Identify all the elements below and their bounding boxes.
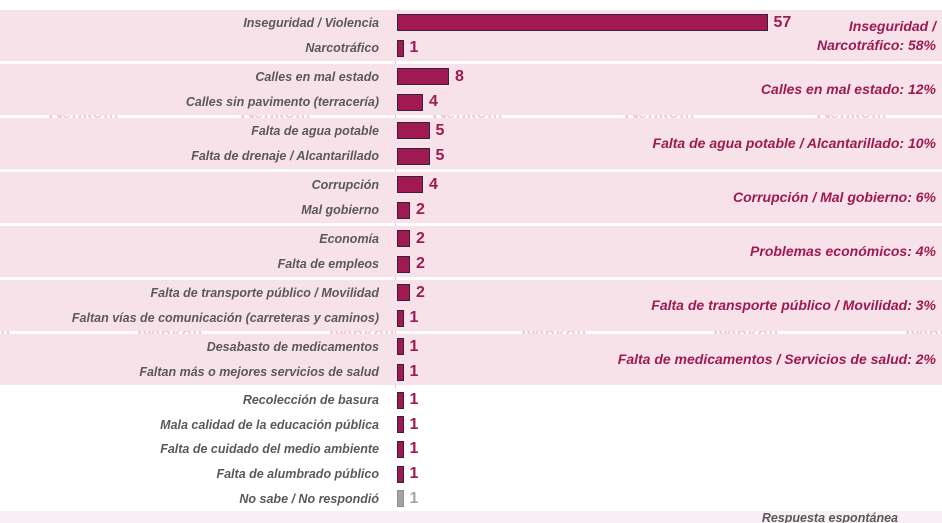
bar-row: Economía 2 — [0, 226, 942, 252]
bar — [397, 416, 404, 434]
category-label: Calles sin pavimento (terracería) — [185, 95, 379, 110]
bar-group-6: Desabasto de medicamentos 1 Faltan más o m… — [0, 334, 942, 385]
bar-row: Mala calidad de la educación pública 1 — [0, 413, 942, 438]
bar — [397, 338, 404, 356]
bar-row: Narcotráfico 1 — [0, 36, 942, 62]
bar — [397, 284, 410, 302]
bar-group-4: Economía 2 Falta de empleos 2 Problemas econ… — [0, 226, 942, 277]
bar — [397, 39, 404, 57]
bar-row: Recolección de basura 1 — [0, 388, 942, 413]
bar — [397, 391, 404, 409]
category-label: Calles en mal estado — [255, 69, 379, 84]
category-label: Faltan más o mejores servicios de salud — [139, 365, 379, 380]
value-label: 2 — [416, 255, 425, 273]
category-label: No sabe / No respondió — [239, 491, 379, 506]
bar — [397, 93, 423, 111]
value-label: 5 — [435, 147, 445, 165]
value-label: 4 — [429, 175, 438, 193]
footnote: Respuesta espontánea — [761, 511, 898, 523]
bar — [397, 309, 404, 327]
value-label: 2 — [416, 201, 425, 219]
group-annotation: Falta de medicamentos / Servicios de sal… — [617, 351, 936, 368]
bar — [397, 147, 430, 165]
bar-row: Falta de drenaje / Alcantarillado 5 — [0, 144, 942, 170]
category-label: Falta de transporte público / Movilidad — [150, 285, 380, 300]
value-label: 1 — [409, 337, 419, 355]
value-label: 2 — [416, 229, 425, 247]
bar-row: Falta de alumbrado público 1 — [0, 462, 942, 487]
value-label: 1 — [409, 489, 419, 507]
value-label: 1 — [409, 415, 419, 433]
bar-row: Faltan más o mejores servicios de salud 1 — [0, 360, 942, 386]
value-label: 2 — [416, 283, 425, 301]
category-label: Inseguridad / Violencia — [243, 15, 379, 30]
group-annotation: Falta de transporte público / Movilidad:… — [651, 297, 936, 314]
group-annotation: Falta de agua potable / Alcantarillado: … — [652, 135, 936, 152]
bar-group-3: Corrupción 4 Mal gobierno 2 Corrupción / Mal… — [0, 172, 942, 223]
value-label: 1 — [409, 440, 419, 458]
bar-group-1: Calles en mal estado 8 Calles sin paviment… — [0, 64, 942, 115]
bar — [397, 201, 410, 219]
bar-groups: Inseguridad / Violencia 57 Narcotráfico 1 In… — [0, 10, 942, 511]
bar — [397, 230, 410, 248]
category-label: Falta de agua potable — [251, 123, 379, 138]
value-label: 8 — [455, 67, 464, 85]
group-annotation: Calles en mal estado: 12% — [760, 81, 936, 98]
group-annotation: Problemas económicos: 4% — [750, 243, 936, 260]
category-label: Mala calidad de la educación pública — [160, 417, 379, 432]
footer-strip — [0, 511, 942, 523]
bar-row: Faltan vías de comunicación (carreteras … — [0, 306, 942, 332]
value-label: 5 — [435, 121, 445, 139]
bar — [397, 363, 404, 381]
category-label: Mal gobierno — [301, 203, 379, 218]
bar-row: Desabasto de medicamentos 1 — [0, 334, 942, 360]
category-label: Falta de drenaje / Alcantarillado — [191, 149, 379, 164]
bar-group-2: Falta de agua potable 5 Falta de drenaje /… — [0, 118, 942, 169]
value-label: 1 — [409, 391, 419, 409]
category-label: Economía — [319, 231, 379, 246]
bar-row: Falta de empleos 2 — [0, 252, 942, 278]
bar — [397, 465, 404, 483]
bar — [397, 176, 423, 194]
bar-row: Falta de agua potable 5 — [0, 118, 942, 144]
category-label: Faltan vías de comunicación (carreteras … — [71, 311, 379, 326]
category-label: Recolección de basura — [242, 393, 379, 408]
category-label: Falta de empleos — [277, 257, 379, 272]
category-label: Narcotráfico — [305, 41, 379, 56]
value-label: 1 — [409, 309, 419, 327]
bar-group-0: Inseguridad / Violencia 57 Narcotráfico 1 In… — [0, 10, 942, 61]
bar — [397, 14, 768, 32]
value-label: 57 — [773, 13, 792, 31]
value-label: 4 — [429, 93, 438, 111]
value-label: 1 — [409, 39, 419, 57]
bar-row: Calles en mal estado 8 — [0, 64, 942, 90]
bar — [397, 122, 430, 140]
bar-row: Inseguridad / Violencia 57 — [0, 10, 942, 36]
bar-row: Corrupción 4 — [0, 172, 942, 198]
bar-row: Falta de transporte público / Movilidad 2 — [0, 280, 942, 306]
bar — [397, 68, 449, 86]
category-label: Falta de cuidado del medio ambiente — [160, 442, 379, 457]
group-annotation: Corrupción / Mal gobierno: 6% — [732, 189, 936, 206]
bar-row: No sabe / No respondió 1 — [0, 486, 942, 511]
bar-row: Mal gobierno 2 — [0, 198, 942, 224]
bar-group-7: Recolección de basura 1 Mala calidad de la… — [0, 388, 942, 511]
bar — [397, 490, 404, 508]
bar — [397, 440, 404, 458]
bar-group-5: Falta de transporte público / Movilidad 2… — [0, 280, 942, 331]
value-label: 1 — [409, 363, 419, 381]
bar-row: Falta de cuidado del medio ambiente 1 — [0, 437, 942, 462]
category-label: Corrupción — [311, 177, 379, 192]
bar-row: Calles sin pavimento (terracería) 4 — [0, 90, 942, 116]
category-label: Desabasto de medicamentos — [206, 339, 379, 354]
group-annotation: Inseguridad / Narcotráfico: 58% — [816, 18, 936, 53]
bar — [397, 255, 410, 273]
value-label: 1 — [409, 465, 419, 483]
category-label: Falta de alumbrado público — [216, 467, 379, 482]
